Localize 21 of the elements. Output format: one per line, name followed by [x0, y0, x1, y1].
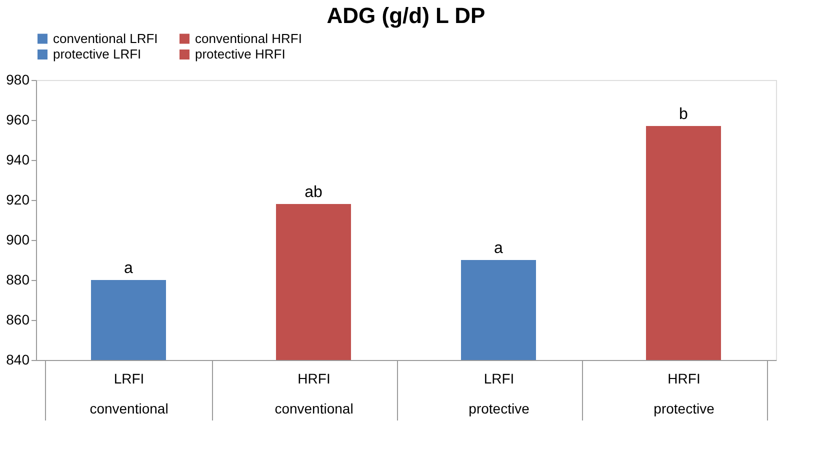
- y-tick-label: 840: [6, 352, 30, 368]
- legend-label: conventional HRFI: [195, 30, 302, 46]
- x-tick-label: HRFI protective: [654, 370, 715, 416]
- annotation: a: [124, 260, 134, 277]
- legend-label: conventional LRFI: [53, 30, 158, 46]
- legend-label: protective LRFI: [53, 46, 142, 62]
- y-tick-label: 920: [6, 192, 30, 208]
- legend-label: protective HRFI: [195, 46, 286, 62]
- y-tick-label: 960: [6, 112, 30, 128]
- annotation: ab: [304, 184, 322, 201]
- y-tick-label: 860: [6, 312, 30, 328]
- annotation: b: [679, 106, 688, 123]
- y-tick-label: 880: [6, 272, 30, 288]
- y-tick-label: 980: [6, 72, 30, 88]
- x-tick-label: LRFI conventional: [90, 370, 168, 416]
- y-tick-label: 900: [6, 232, 30, 248]
- y-tick-label: 940: [6, 152, 30, 168]
- x-tick-label: LRFI protective: [468, 370, 530, 416]
- annotation: a: [494, 240, 504, 257]
- chart-title: ADG (g/d) L DP: [326, 3, 486, 28]
- x-tick-label: HRFI conventional: [274, 370, 354, 416]
